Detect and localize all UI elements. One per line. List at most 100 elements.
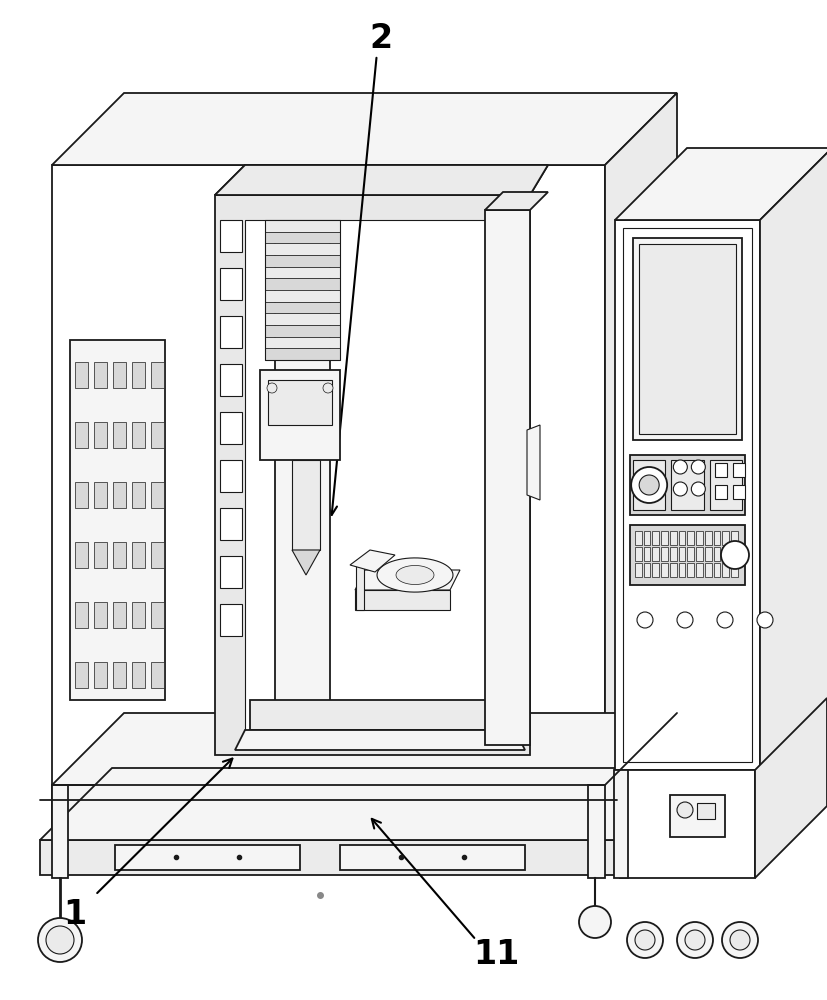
Bar <box>265 255 340 267</box>
Bar <box>704 547 711 561</box>
Bar <box>265 337 340 348</box>
Bar <box>704 531 711 545</box>
Bar <box>265 302 340 313</box>
Bar <box>265 243 340 255</box>
Text: 2: 2 <box>369 22 392 55</box>
Bar <box>632 460 665 510</box>
Bar <box>215 195 529 755</box>
Polygon shape <box>616 768 688 875</box>
Bar <box>70 340 165 700</box>
Polygon shape <box>759 148 827 770</box>
Bar <box>151 662 164 688</box>
Bar <box>614 770 627 878</box>
Bar <box>696 531 702 545</box>
Polygon shape <box>52 785 68 878</box>
Bar <box>669 547 676 561</box>
Circle shape <box>323 383 332 393</box>
Bar <box>250 700 509 730</box>
Bar <box>502 556 524 588</box>
Polygon shape <box>587 785 605 878</box>
Polygon shape <box>376 558 452 592</box>
Bar <box>669 531 676 545</box>
Bar <box>265 313 340 325</box>
Polygon shape <box>235 730 524 750</box>
Bar <box>131 662 145 688</box>
Bar <box>722 531 729 545</box>
Bar <box>686 563 693 577</box>
Circle shape <box>676 922 712 958</box>
Bar <box>131 422 145 448</box>
Bar <box>131 542 145 568</box>
Polygon shape <box>614 220 759 770</box>
Bar <box>622 228 751 762</box>
Bar <box>730 547 737 561</box>
Polygon shape <box>619 770 754 878</box>
Bar <box>268 380 332 425</box>
Bar <box>730 563 737 577</box>
Bar <box>151 602 164 628</box>
Bar <box>652 531 658 545</box>
Bar <box>151 542 164 568</box>
Bar <box>275 235 330 720</box>
Bar <box>356 560 364 610</box>
Bar <box>115 845 299 870</box>
Bar <box>112 422 126 448</box>
Bar <box>713 531 719 545</box>
Bar <box>245 220 514 740</box>
Bar <box>220 220 241 252</box>
Circle shape <box>626 922 662 958</box>
Circle shape <box>638 475 658 495</box>
Bar <box>220 604 241 636</box>
Bar <box>722 563 729 577</box>
Bar <box>643 531 650 545</box>
Bar <box>112 662 126 688</box>
Polygon shape <box>605 93 676 785</box>
Text: 11: 11 <box>473 938 519 971</box>
Bar <box>265 267 340 278</box>
Bar <box>93 362 108 388</box>
Bar <box>220 268 241 300</box>
Circle shape <box>729 930 749 950</box>
Bar <box>671 460 703 510</box>
Bar <box>696 563 702 577</box>
Bar <box>502 364 524 396</box>
Circle shape <box>672 482 686 496</box>
Bar <box>652 563 658 577</box>
Bar <box>340 845 524 870</box>
Bar <box>265 278 340 290</box>
Bar <box>713 547 719 561</box>
Bar <box>151 422 164 448</box>
Bar <box>634 563 641 577</box>
Bar <box>74 542 88 568</box>
Bar <box>74 482 88 508</box>
Circle shape <box>684 930 704 950</box>
Bar <box>709 460 741 510</box>
Circle shape <box>38 918 82 962</box>
Bar <box>629 525 744 585</box>
Bar <box>714 485 726 499</box>
Bar <box>502 220 524 252</box>
Bar <box>722 547 729 561</box>
Bar <box>93 542 108 568</box>
Bar <box>661 563 667 577</box>
Polygon shape <box>215 165 547 195</box>
Bar <box>93 602 108 628</box>
Bar <box>265 220 340 360</box>
Bar <box>220 316 241 348</box>
Bar <box>502 316 524 348</box>
Bar <box>634 547 641 561</box>
Bar <box>732 463 743 477</box>
Polygon shape <box>605 713 676 840</box>
Bar <box>265 348 340 360</box>
Bar <box>112 362 126 388</box>
Bar <box>112 482 126 508</box>
Polygon shape <box>52 165 605 785</box>
Bar <box>661 547 667 561</box>
Bar <box>502 460 524 492</box>
Bar <box>265 290 340 302</box>
Bar <box>220 364 241 396</box>
Circle shape <box>676 612 692 628</box>
Circle shape <box>716 612 732 628</box>
Bar <box>74 422 88 448</box>
Bar <box>131 602 145 628</box>
